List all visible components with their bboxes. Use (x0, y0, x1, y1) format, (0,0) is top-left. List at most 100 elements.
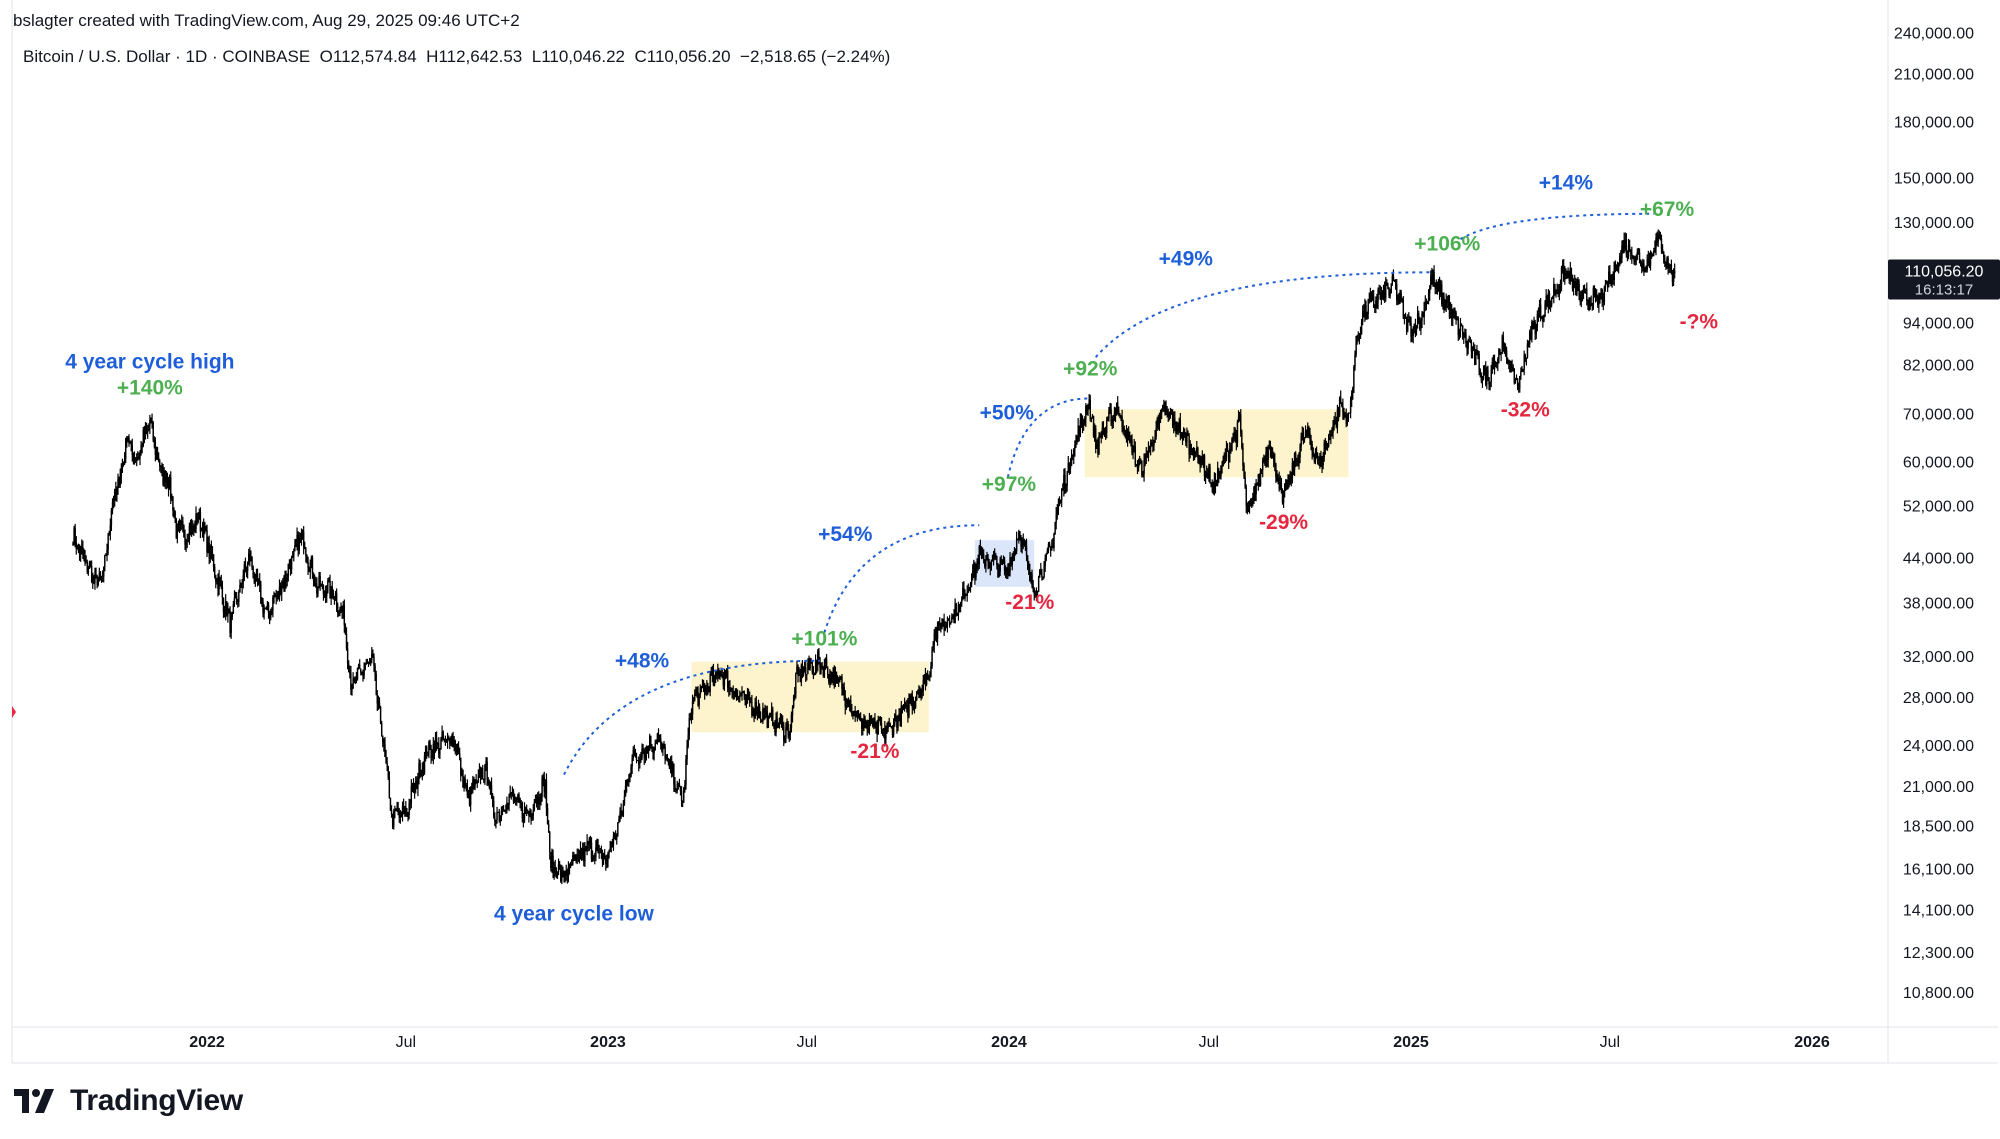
candle (304, 541, 306, 550)
candle (618, 815, 620, 824)
candle (435, 731, 438, 751)
candle (350, 665, 352, 696)
candle (686, 739, 688, 766)
candle (1316, 452, 1319, 465)
candle (1068, 462, 1071, 475)
candle (769, 712, 772, 718)
candle (1601, 288, 1603, 307)
candle (1375, 296, 1377, 314)
candle (531, 812, 533, 821)
candle (1092, 415, 1095, 438)
candle (1332, 420, 1334, 439)
candle (1448, 295, 1451, 320)
candle (1334, 411, 1336, 425)
candle (835, 671, 838, 684)
candle (1481, 376, 1484, 388)
candle (1389, 288, 1391, 299)
candle (718, 667, 720, 679)
candle (1280, 477, 1283, 494)
candle (142, 427, 144, 448)
candle (1391, 273, 1394, 286)
candle (597, 839, 599, 854)
candle (807, 658, 809, 675)
candle (964, 589, 966, 602)
current-price-label: 110,056.20 (1905, 264, 1984, 281)
candle (816, 659, 818, 674)
candle (1525, 357, 1528, 366)
candle (397, 801, 399, 816)
candle (1545, 289, 1547, 310)
candle (1204, 470, 1207, 485)
candle (1470, 339, 1473, 359)
candle (1104, 426, 1107, 440)
candle (1248, 500, 1251, 514)
candle (665, 754, 667, 761)
ohlc-high-label: H (426, 47, 439, 66)
candle (1031, 569, 1033, 589)
candle (1592, 285, 1595, 310)
candle (413, 782, 416, 799)
candle (211, 546, 214, 562)
candle (651, 743, 653, 753)
candle (1387, 282, 1389, 290)
candle (832, 667, 834, 686)
candle (976, 558, 978, 574)
candle (146, 424, 149, 439)
candle (565, 864, 567, 881)
candle (135, 453, 138, 467)
candle (1370, 291, 1373, 303)
candle (1314, 448, 1317, 465)
candle (1266, 446, 1268, 467)
candle (177, 520, 180, 532)
candle (586, 834, 588, 856)
candle (684, 780, 686, 793)
candle (795, 672, 797, 699)
candle (803, 661, 806, 673)
candle (1584, 288, 1587, 294)
chart-annotation: +106% (1414, 233, 1480, 256)
candle (740, 692, 742, 697)
candle (1219, 470, 1221, 480)
tradingview-logo[interactable]: TradingView (14, 1083, 243, 1119)
candle (534, 794, 537, 804)
candle (301, 529, 304, 540)
candle (203, 518, 205, 542)
candle (204, 521, 206, 535)
candle (1399, 289, 1401, 304)
candle (118, 476, 120, 488)
candle (1034, 590, 1037, 598)
candle (589, 835, 592, 849)
candle (1366, 311, 1368, 320)
candle (475, 774, 477, 784)
candle (925, 672, 928, 687)
candle (298, 532, 300, 555)
candle (1067, 455, 1069, 473)
candle (1010, 556, 1012, 567)
candle (276, 591, 279, 602)
candle (1369, 287, 1372, 303)
candle (1490, 364, 1492, 388)
candle (275, 589, 277, 605)
y-tick-label: 130,000.00 (1894, 215, 1974, 232)
candle (823, 658, 826, 678)
candle (1662, 251, 1665, 264)
candle (333, 596, 336, 605)
candle (1184, 428, 1186, 439)
candle (1555, 289, 1557, 298)
candle (630, 764, 632, 778)
candle (902, 703, 905, 711)
candle (1211, 479, 1213, 493)
y-tick-label: 12,300.00 (1903, 945, 1974, 962)
candle (822, 666, 824, 678)
candle (605, 855, 607, 871)
candle (1342, 398, 1344, 420)
candle (656, 732, 659, 745)
candle (802, 666, 805, 677)
candle (1059, 499, 1062, 504)
candle (818, 647, 820, 665)
candle (1054, 521, 1056, 535)
candle (1365, 300, 1367, 320)
candle (848, 699, 851, 712)
candle (1331, 427, 1333, 437)
candle (1163, 399, 1165, 413)
